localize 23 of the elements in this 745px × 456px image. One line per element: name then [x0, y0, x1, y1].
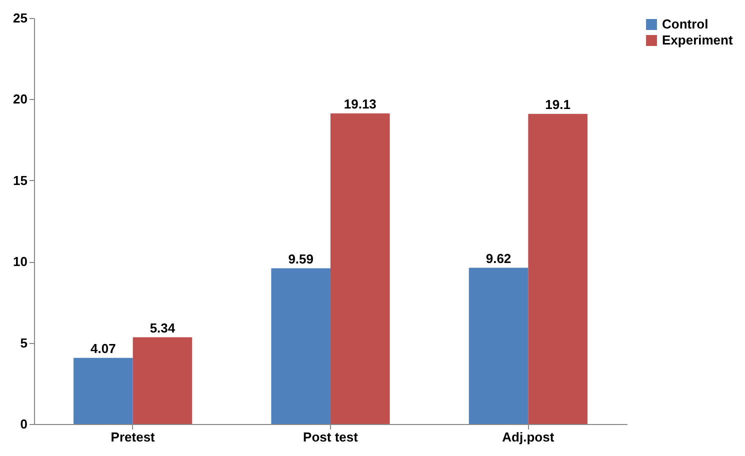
x-tick-label: Pretest: [110, 430, 156, 444]
data-label: 19.1: [545, 96, 570, 112]
bar: [468, 268, 528, 424]
legend-label: Experiment: [662, 32, 734, 48]
data-label: 4.07: [90, 340, 116, 356]
bar: [74, 358, 133, 424]
data-label: 9.62: [486, 250, 512, 266]
y-tick-label: 25: [13, 10, 28, 26]
bar: [330, 113, 390, 424]
x-tick-label: Post test: [303, 430, 359, 444]
data-label: 9.59: [288, 251, 314, 266]
x-tick-label: Adj.post: [502, 430, 555, 444]
y-tick-label: 5: [20, 335, 28, 350]
legend-label: Control: [662, 16, 708, 32]
y-tick-label: 0: [20, 416, 28, 432]
y-tick-label: 10: [13, 254, 28, 270]
y-tick-label: 20: [13, 92, 28, 107]
bar: [271, 268, 330, 424]
bar: [132, 337, 192, 424]
bar: [528, 114, 588, 424]
data-label: 5.34: [150, 320, 176, 336]
data-label: 19.13: [344, 96, 376, 112]
y-tick-label: 15: [13, 172, 28, 188]
